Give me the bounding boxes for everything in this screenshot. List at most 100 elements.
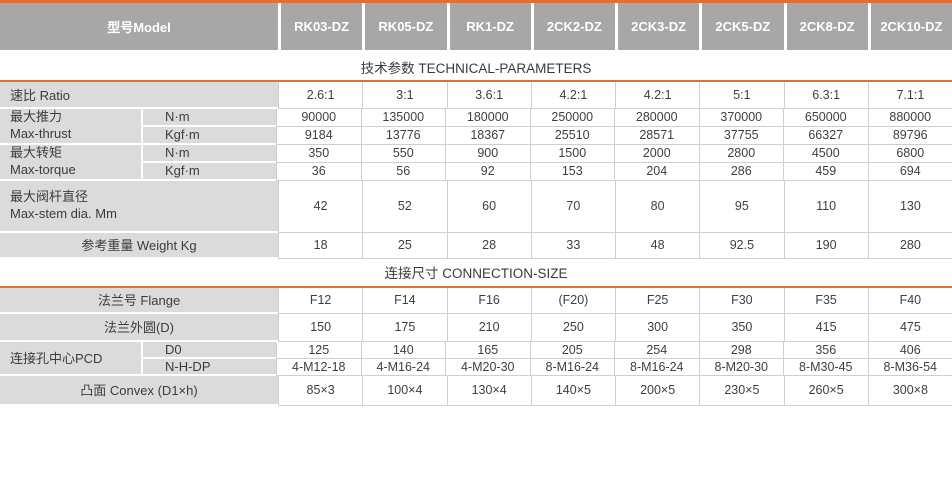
value-cell: 298 [699, 341, 784, 359]
value-cell: 300 [616, 313, 701, 342]
model-column-header: 2CK5-DZ [702, 3, 784, 50]
value-cell: 36 [277, 162, 362, 181]
value-cell: 66327 [784, 126, 869, 145]
value-cell: 130×4 [447, 375, 532, 406]
value-cell: 356 [784, 341, 869, 359]
value-cell: 8-M36-54 [868, 359, 952, 376]
value-cell: 33 [531, 232, 616, 259]
value-cell: 80 [616, 180, 701, 233]
value-cell: 60 [447, 180, 532, 233]
value-cell: 95 [700, 180, 785, 233]
unit-label-thrust-kgfm: Kgf·m [143, 126, 276, 145]
value-cell: 8-M16-24 [615, 358, 700, 376]
row-label-torque-en: Max-torque [10, 161, 76, 177]
value-cell: F30 [700, 287, 785, 314]
table-row-pcd-d0: D0 125 140 165 205 254 298 356 406 [143, 341, 952, 359]
row-label-torque-zh: 最大转矩 [10, 144, 63, 160]
table-row-pcd-nhdp: N-H-DP 4-M12-18 4-M16-24 4-M20-30 8-M16-24 8… [143, 358, 952, 376]
top-accent-bar [0, 0, 952, 3]
spec-table: 型号Model RK03-DZ RK05-DZ RK1-DZ 2CK2-DZ 2CK3-… [0, 0, 952, 406]
value-cell: 204 [615, 162, 700, 181]
value-cell: 100×4 [363, 375, 448, 406]
value-cell: 42 [279, 180, 364, 233]
value-cell: 1500 [530, 144, 615, 163]
value-cell: 4-M12-18 [277, 358, 362, 376]
value-cell: 89796 [868, 127, 952, 145]
value-cell: 286 [699, 162, 784, 181]
value-cell: 70 [531, 180, 616, 233]
row-label-thrust-en: Max-thrust [10, 125, 72, 141]
torque-subrows: N·m 350 550 900 1500 2000 2800 4500 6800 Kgf·m … [143, 144, 952, 181]
value-cell: 7.1:1 [868, 82, 952, 109]
value-cell: F12 [279, 287, 364, 314]
value-cell: 8-M16-24 [530, 358, 615, 376]
value-cell: 4-M16-24 [361, 358, 446, 376]
value-cell: 37755 [699, 126, 784, 145]
value-cell: 350 [700, 313, 785, 342]
value-cell: 205 [530, 341, 615, 359]
table-row-flange-od: 法兰外圆(D) 150 175 210 250 300 350 415 475 [0, 313, 952, 342]
value-cell: 110 [784, 180, 869, 233]
value-cell: 90000 [277, 109, 362, 127]
model-column-header: 2CK3-DZ [618, 3, 700, 50]
value-cell: 3.6:1 [447, 82, 532, 109]
row-label-pcd: 连接孔中心PCD [0, 341, 143, 376]
value-cell: 406 [868, 342, 952, 359]
value-cell: 175 [363, 313, 448, 342]
value-cell: 52 [363, 180, 448, 233]
table-row-torque-nm: N·m 350 550 900 1500 2000 2800 4500 6800 [143, 144, 952, 163]
section-title-connection: 连接尺寸 CONNECTION-SIZE [0, 258, 952, 288]
model-column-header: RK1-DZ [449, 3, 531, 50]
table-row-thrust-nm: N·m 90000 135000 180000 250000 280000 370000 6… [143, 109, 952, 127]
table-row-thrust-kgfm: Kgf·m 9184 13776 18367 25510 28571 37755 66327… [143, 126, 952, 145]
row-label-thrust-zh: 最大推力 [10, 109, 63, 124]
value-cell: 254 [615, 341, 700, 359]
row-values-thrust-kgfm: 9184 13776 18367 25510 28571 37755 66327 89796 [276, 126, 952, 145]
value-cell: 280 [868, 233, 952, 259]
table-header-row: 型号Model RK03-DZ RK05-DZ RK1-DZ 2CK2-DZ 2CK3-… [0, 3, 952, 50]
table-row-flange: 法兰号 Flange F12 F14 F16 (F20) F25 F30 F35 F40 [0, 287, 952, 314]
row-label-flange-od: 法兰外圆(D) [0, 313, 278, 342]
value-cell: 4.2:1 [531, 82, 616, 109]
value-cell: 92.5 [700, 232, 785, 259]
model-header-cells: RK03-DZ RK05-DZ RK1-DZ 2CK2-DZ 2CK3-DZ 2CK5-D… [281, 3, 952, 50]
value-cell: 370000 [699, 109, 784, 127]
value-cell: 140 [361, 341, 446, 359]
row-values-flange: F12 F14 F16 (F20) F25 F30 F35 F40 [278, 287, 952, 314]
value-cell: 85×3 [279, 375, 364, 406]
row-label-stem-zh: 最大阀杆直径 [10, 188, 89, 204]
value-cell: 48 [616, 232, 701, 259]
value-cell: 13776 [361, 126, 446, 145]
value-cell: 880000 [868, 109, 952, 127]
row-values-pcd-nhdp: 4-M12-18 4-M16-24 4-M20-30 8-M16-24 8-M16-24… [276, 358, 952, 376]
value-cell: 4-M20-30 [446, 358, 531, 376]
value-cell: 9184 [277, 126, 362, 145]
unit-label-d0: D0 [143, 341, 276, 359]
row-label-weight: 参考重量 Weight Kg [0, 232, 278, 259]
value-cell: 18367 [446, 126, 531, 145]
value-cell: 8-M30-45 [784, 358, 869, 376]
row-values-weight: 18 25 28 33 48 92.5 190 280 [278, 232, 952, 259]
value-cell: 4.2:1 [616, 82, 701, 109]
row-label-flange: 法兰号 Flange [0, 287, 278, 314]
value-cell: 125 [277, 341, 362, 359]
row-values-pcd-d0: 125 140 165 205 254 298 356 406 [276, 341, 952, 359]
value-cell: F25 [616, 287, 701, 314]
row-label-stem: 最大阀杆直径 Max-stem dia. Mm [0, 180, 278, 233]
model-column-header: RK03-DZ [281, 3, 363, 50]
thrust-subrows: N·m 90000 135000 180000 250000 280000 370000 6… [143, 109, 952, 145]
value-cell: 28 [447, 232, 532, 259]
value-cell: F14 [363, 287, 448, 314]
unit-label-thrust-nm: N·m [143, 109, 276, 127]
value-cell: 2.6:1 [279, 82, 364, 109]
table-row-ratio: 速比 Ratio 2.6:1 3:1 3.6:1 4.2:1 4.2:1 5:1 6.3:1… [0, 82, 952, 109]
value-cell: 459 [784, 162, 869, 181]
row-label-torque: 最大转矩 Max-torque [0, 144, 143, 181]
unit-label-torque-kgfm: Kgf·m [143, 162, 276, 181]
value-cell: 3:1 [363, 82, 448, 109]
value-cell: 260×5 [784, 375, 869, 406]
unit-label-nhdp: N-H-DP [143, 358, 276, 376]
value-cell: 550 [361, 144, 446, 163]
value-cell: 415 [784, 313, 869, 342]
section-title-technical: 技术参数 TECHNICAL-PARAMETERS [0, 53, 952, 82]
